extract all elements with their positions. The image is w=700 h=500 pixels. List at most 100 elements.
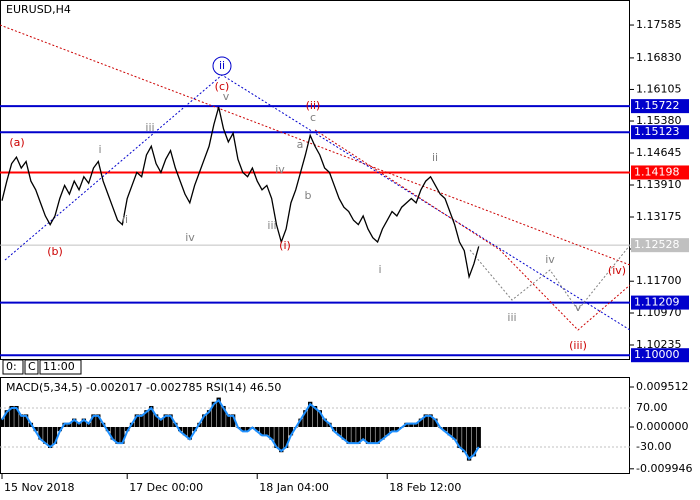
wave-label: (i) [279, 239, 291, 252]
macd-bar [105, 426, 111, 432]
macd-bar [19, 414, 24, 427]
macd-bar [91, 414, 96, 427]
macd-bar [33, 426, 38, 432]
macd-bar [47, 426, 53, 449]
wave-label: (c) [215, 80, 230, 93]
y-tick-label: 1.13910 [636, 178, 682, 191]
macd-bar [394, 426, 400, 432]
x-tick-label: 17 Dec 00:00 [129, 481, 203, 494]
level-label: 1.12528 [634, 238, 680, 251]
x-tick-label: 18 Feb 12:00 [389, 481, 461, 494]
macd-bar [360, 426, 366, 440]
y-tick-label: 1.15380 [636, 114, 682, 127]
y-tick-label: 1.17585 [636, 18, 682, 31]
macd-bar [110, 426, 115, 440]
wave-label: b [305, 189, 312, 202]
macd-bar [385, 426, 390, 436]
macd-bar [452, 426, 457, 440]
macd-bar [0, 418, 5, 427]
wave-label: v [223, 90, 230, 103]
macd-bar [413, 422, 419, 427]
macd-bar [38, 426, 43, 440]
macd-bar [240, 426, 245, 432]
y-tick-label: 1.14645 [636, 146, 682, 159]
wave-label: ii [219, 59, 225, 72]
macd-bar [288, 426, 294, 436]
wave-label: c [310, 111, 316, 124]
level-tag [631, 99, 689, 114]
y-tick-label: 1.16830 [636, 51, 682, 64]
macd-bar [303, 410, 308, 427]
macd-bar [57, 426, 62, 432]
macd-bar [139, 414, 144, 427]
macd-bar [134, 414, 139, 427]
x-tick-label: 18 Jan 04:00 [259, 481, 329, 494]
macd-bar [187, 426, 192, 440]
wave-label: iv [185, 231, 195, 244]
y-tick-label: -0.009946 [636, 462, 692, 475]
macd-bar [4, 410, 9, 427]
macd-bar [380, 426, 385, 440]
macd-bar [23, 414, 29, 427]
y-tick-label: 1.13175 [636, 210, 682, 223]
macd-bar [221, 405, 226, 427]
macd-bar [423, 414, 428, 427]
macd-bar [274, 426, 279, 449]
forecast-line [469, 244, 631, 311]
level-label: 1.15123 [634, 125, 680, 138]
macd-bar [283, 426, 289, 449]
y-tick-label: 0.000000 [636, 420, 689, 433]
macd-bar [471, 426, 477, 457]
macd-bar [264, 426, 270, 436]
price-line [1, 106, 480, 280]
rsi-line [1, 398, 480, 461]
x-tick-label: 15 Nov 2018 [4, 481, 74, 494]
toolbar-label: 11:00 [43, 360, 75, 373]
macd-bar [466, 426, 472, 461]
macd-bar [336, 426, 342, 436]
macd-bar [206, 410, 212, 427]
macd-bar [163, 414, 168, 427]
level-label: 1.11209 [634, 296, 680, 309]
toolbar-label: 0: [6, 360, 17, 373]
macd-bar [356, 426, 361, 444]
chart-title: EURUSD,H4 [6, 3, 71, 16]
main-panel [0, 0, 630, 360]
level-tag [631, 295, 689, 310]
macd-bar [370, 426, 375, 444]
macd-bar [409, 422, 414, 427]
wave-label: (ii) [306, 99, 321, 112]
macd-bar [144, 410, 149, 427]
macd-bar [341, 426, 347, 440]
y2-tick-label: -30.00 [636, 440, 671, 453]
level-tag [631, 125, 689, 140]
y-tick-label: 1.11700 [636, 274, 682, 287]
macd-bar [168, 414, 173, 427]
wave-label: a [297, 138, 304, 151]
level-label: 1.10000 [634, 348, 680, 361]
macd-bar [216, 397, 221, 427]
wave-label: i [98, 143, 101, 156]
macd-bar [67, 422, 72, 427]
wave-label: (a) [9, 136, 24, 149]
wave-label: iv [545, 253, 555, 266]
y2-tick-label: 70.00 [636, 401, 668, 414]
macd-bar [211, 401, 217, 427]
toolbar-box [2, 359, 24, 375]
macd-bar [81, 418, 87, 427]
level-tag [631, 348, 689, 363]
macd-bar [332, 426, 337, 432]
level-tag [631, 165, 689, 180]
macd-bar [43, 426, 48, 444]
macd-bar [442, 426, 448, 432]
macd-bar [255, 426, 260, 432]
macd-bar [447, 426, 452, 436]
macd-bar [153, 414, 159, 427]
macd-bar [298, 418, 303, 427]
y-tick-label: 1.16105 [636, 82, 682, 95]
wave-label: iii [507, 311, 516, 324]
wave-label: v [575, 301, 582, 314]
macd-bar [259, 426, 265, 436]
